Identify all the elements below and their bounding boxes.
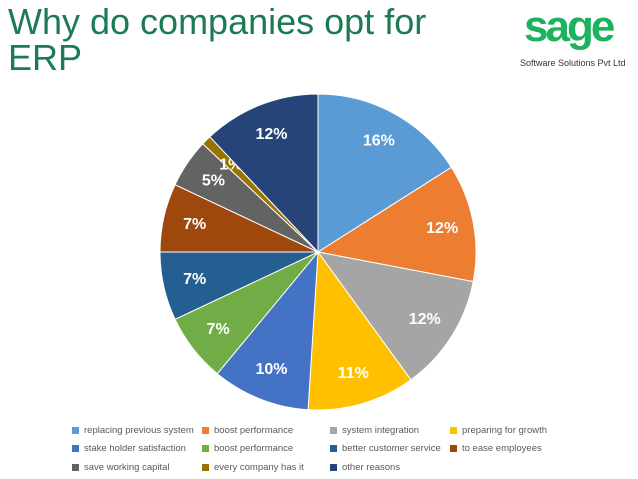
legend-swatch	[202, 463, 209, 471]
legend-item: preparing for growth	[450, 421, 547, 439]
legend-label: system integration	[342, 424, 420, 436]
pie-data-label: 11%	[338, 365, 369, 382]
legend-swatch	[330, 463, 337, 471]
legend-swatch	[450, 426, 457, 434]
pie-slice-preparing-for-growth-3	[307, 250, 412, 411]
legend-item: better customer service	[330, 440, 441, 458]
legend-item: replacing previous system	[72, 421, 194, 439]
legend-item: to ease employees	[450, 440, 542, 458]
legend-item: boost performance	[202, 421, 293, 439]
legend-label: stake holder satisfaction	[84, 443, 186, 454]
legend-label: save working capital	[84, 461, 170, 473]
slide-title: Why do companies opt for ERP	[8, 1, 427, 78]
logo-wordmark: sage	[524, 2, 615, 51]
legend-item: stake holder satisfaction	[72, 440, 186, 458]
pie-data-label: 7%	[207, 321, 230, 338]
legend-swatch	[202, 426, 209, 434]
pie-slice-stake-holder-satisfaction-4	[216, 250, 319, 411]
pie-slice-other-reasons-10	[209, 93, 319, 254]
legend-swatch	[202, 445, 209, 452]
legend-item: boost performance	[202, 440, 293, 458]
sage-logo: sage Software Solutions Pvt Ltd	[520, 2, 632, 78]
pie-chart: 16% 12% 12% 11% 10% 7% 7% 7% 5% 1% 12%	[68, 86, 568, 479]
legend-label: better customer service	[342, 443, 441, 454]
pie-slice-boost-performance-1	[316, 166, 477, 283]
legend-item: other reasons	[330, 458, 400, 476]
legend-swatch	[72, 463, 79, 471]
legend-label: boost performance	[214, 424, 294, 436]
pie-data-label: 5%	[202, 172, 225, 189]
pie-data-label: 10%	[255, 361, 287, 378]
legend-item: system integration	[330, 421, 419, 439]
legend-label: replacing previous system	[84, 424, 194, 436]
legend-label: to ease employees	[462, 443, 542, 454]
legend-item: save working capital	[72, 458, 170, 476]
logo-tagline: Software Solutions Pvt Ltd	[520, 58, 626, 68]
pie-data-label: 12%	[426, 220, 458, 237]
legend-item: every company has it	[202, 458, 304, 476]
legend-swatch	[330, 426, 337, 434]
pie-slice-system-integration-2	[316, 251, 474, 381]
pie-chart-svg: 16%12%12%11%10%7%7%7%5%1%12%	[159, 93, 477, 411]
chart-legend: replacing previous system boost performan…	[72, 419, 562, 477]
pie-slice-replacing-previous-system-0	[317, 93, 453, 253]
legend-swatch	[72, 445, 79, 452]
pie-data-label: 7%	[183, 216, 206, 233]
legend-swatch	[450, 445, 457, 452]
pie-data-label: 16%	[363, 133, 395, 150]
legend-label: every company has it	[214, 461, 304, 473]
pie-data-label: 12%	[409, 311, 441, 328]
legend-swatch	[72, 426, 79, 434]
legend-swatch	[330, 445, 337, 452]
legend-label: preparing for growth	[462, 424, 548, 436]
legend-label: boost performance	[214, 443, 294, 454]
pie-data-label: 12%	[255, 126, 287, 143]
legend-label: other reasons	[342, 461, 401, 473]
pie-data-label: 7%	[183, 271, 206, 288]
